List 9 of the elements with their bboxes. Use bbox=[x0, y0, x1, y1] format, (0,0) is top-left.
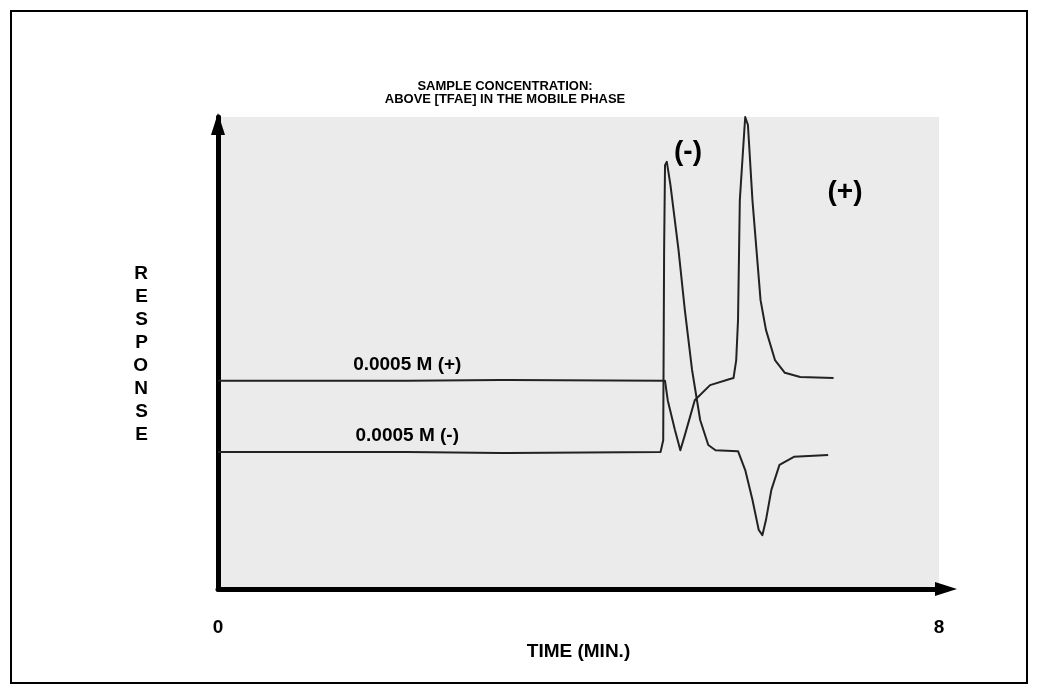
series-label: 0.0005 M (+) bbox=[353, 352, 462, 374]
chart-title: SAMPLE CONCENTRATION: ABOVE [TFAE] IN THE MOBILE PHASE bbox=[384, 78, 626, 106]
x-tick-label: 8 bbox=[933, 616, 945, 637]
annotation: (-) bbox=[674, 134, 702, 166]
x-axis-title: TIME (MIN.) bbox=[526, 639, 631, 661]
annotation: (+) bbox=[827, 174, 863, 206]
series-label: 0.0005 M (-) bbox=[355, 424, 459, 446]
y-axis-title: RESPONSE bbox=[133, 262, 149, 444]
x-tick-label: 0 bbox=[212, 616, 224, 637]
